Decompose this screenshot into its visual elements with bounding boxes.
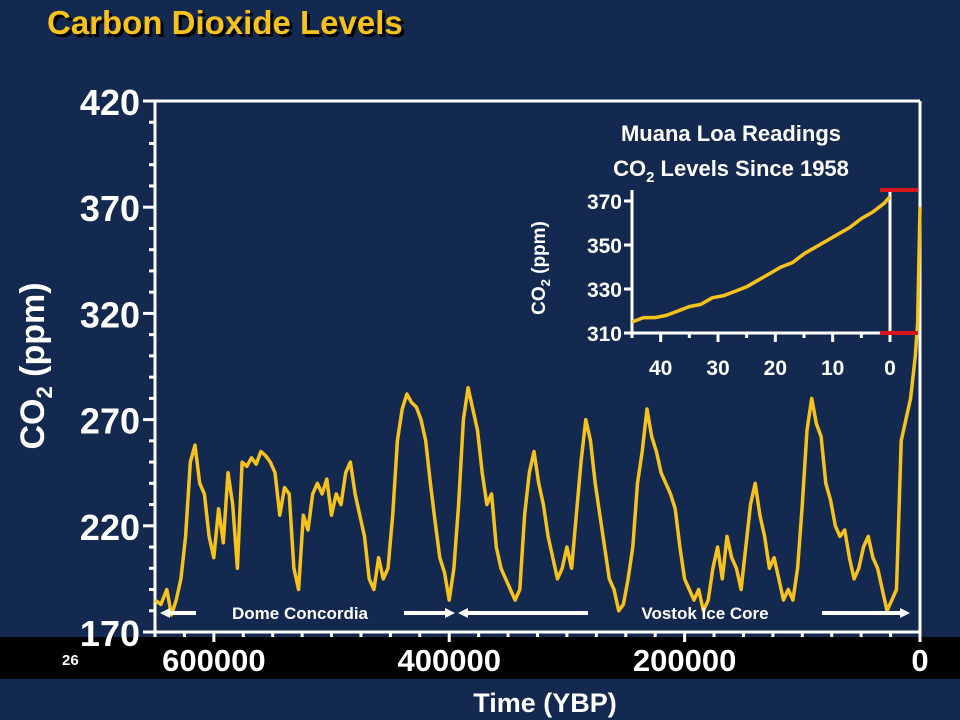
main-y-ticks: 170 220 270 320 370 420: [80, 82, 155, 654]
inset-y-tick-label: 330: [587, 279, 622, 302]
main-y-tick-label: 420: [80, 82, 140, 123]
main-x-ticks: 600000 400000 200000 0: [153, 632, 929, 678]
inset-x-tick-label: 0: [884, 357, 896, 380]
inset-y-label-co: CO: [529, 286, 550, 315]
inset-y-tick-label: 350: [587, 235, 622, 258]
inset-x-tick-label: 10: [821, 357, 844, 380]
main-x-label: Time (YBP): [473, 688, 617, 718]
inset-y-label: CO2 (ppm): [529, 221, 553, 315]
inset-y-tick-label: 310: [587, 323, 622, 346]
main-x-tick-label: 600000: [162, 643, 265, 678]
vostok-ice-core-label: Vostok Ice Core: [641, 604, 768, 623]
slide-title: Carbon Dioxide Levels: [47, 4, 403, 41]
main-y-label: CO2 (ppm): [14, 282, 57, 449]
inset-y-label-rest: (ppm): [529, 221, 550, 279]
inset-y-label-sub: 2: [538, 279, 553, 286]
inset-y-ticks: 310 330 350 370: [587, 191, 632, 346]
main-series-line: [153, 207, 922, 617]
inset-background: [632, 186, 890, 333]
inset-x-tick-label: 30: [706, 357, 729, 380]
footer-band: [0, 637, 960, 679]
main-y-tick-label: 220: [80, 507, 140, 548]
inset-x-ticks: 40 30 20 10 0: [630, 333, 896, 380]
inset-title-rest: Levels Since 1958: [654, 156, 848, 181]
main-y-label-co: CO: [14, 399, 52, 450]
main-y-label-rest: (ppm): [14, 282, 52, 386]
main-y-tick-label: 320: [80, 294, 140, 335]
inset-title-sub: 2: [646, 169, 654, 186]
main-y-tick-label: 370: [80, 188, 140, 229]
main-y-tick-label: 170: [80, 613, 140, 654]
main-y-tick-label: 270: [80, 401, 140, 442]
main-x-tick-label: 200000: [633, 643, 736, 678]
main-y-label-sub: 2: [32, 386, 57, 398]
main-x-tick-label: 0: [911, 643, 928, 678]
dome-concordia-label: Dome Concordia: [232, 604, 369, 623]
inset-chart: Muana Loa Readings CO2 Levels Since 1958…: [529, 121, 918, 380]
source-annotations: Dome Concordia Vostok Ice Core: [160, 604, 910, 623]
main-x-tick-label: 400000: [398, 643, 501, 678]
slide-number: 26: [62, 652, 79, 669]
inset-series-line: [631, 195, 892, 324]
inset-title-line2: CO2 Levels Since 1958: [613, 156, 849, 186]
inset-title-co: CO: [613, 156, 646, 181]
inset-y-tick-label: 370: [587, 191, 622, 214]
inset-title-line1: Muana Loa Readings: [621, 121, 841, 146]
inset-x-tick-label: 20: [764, 357, 787, 380]
inset-x-tick-label: 40: [649, 357, 672, 380]
